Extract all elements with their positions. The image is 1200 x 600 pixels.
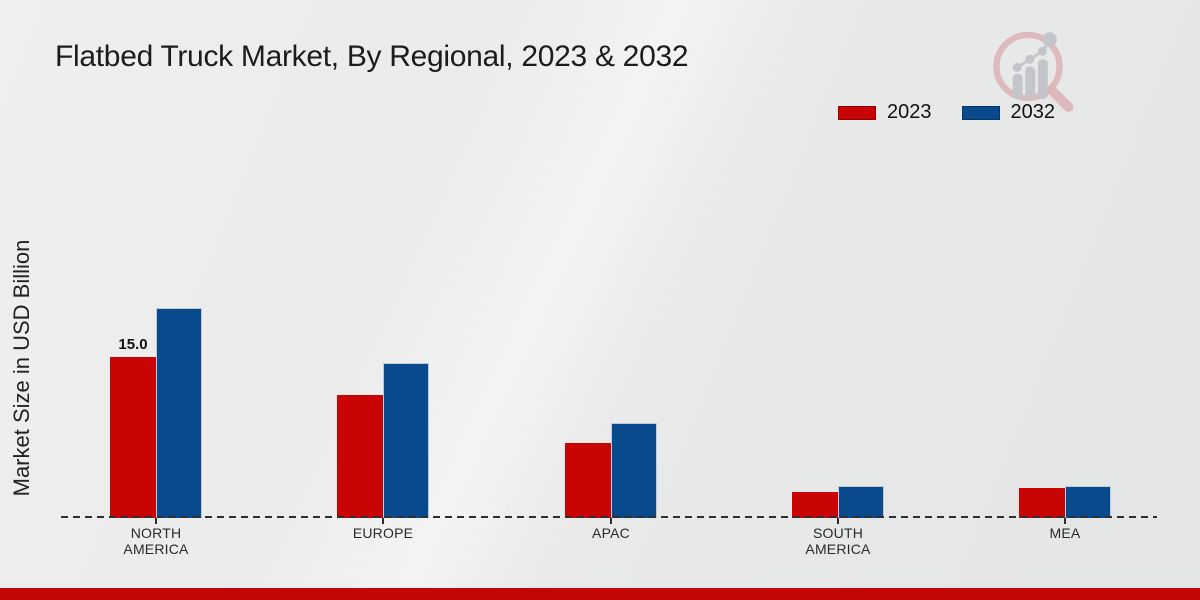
axis-tick-europe xyxy=(382,518,384,524)
value-label-north-america-2023: 15.0 xyxy=(118,335,148,353)
axis-tick-north-america xyxy=(155,518,157,524)
bar-2032-south-america xyxy=(838,486,884,518)
bar-2032-apac xyxy=(611,423,657,518)
x-axis-baseline xyxy=(61,516,1157,518)
axis-tick-mea xyxy=(1064,518,1066,524)
legend-label-2032: 2032 xyxy=(1010,101,1056,123)
axis-tick-south-america xyxy=(837,518,839,524)
category-label-apac: APAC xyxy=(592,525,630,541)
bar-2023-apac xyxy=(565,443,611,518)
category-label-south-america: SOUTH AMERICA xyxy=(805,525,871,557)
legend: 2023 2032 xyxy=(838,101,1055,124)
axis-tick-apac xyxy=(610,518,612,524)
bar-2023-europe xyxy=(337,395,383,518)
legend-swatch-2032 xyxy=(961,105,1000,120)
legend-label-2023: 2023 xyxy=(887,101,932,123)
category-label-europe: EUROPE xyxy=(352,525,414,541)
bar-2023-north-america xyxy=(110,357,156,518)
legend-swatch-2023 xyxy=(838,105,876,120)
footer-accent-bar xyxy=(0,588,1200,600)
legend-item-2032: 2032 xyxy=(961,101,1056,124)
bar-2032-mea xyxy=(1065,486,1111,518)
bar-2023-mea xyxy=(1019,488,1065,518)
magnifier-bar-chart-logo-icon xyxy=(993,31,1074,112)
category-label-north-america: NORTH AMERICA xyxy=(123,525,189,557)
legend-item-2023: 2023 xyxy=(838,101,932,124)
bar-2032-europe xyxy=(383,363,429,518)
bar-2023-south-america xyxy=(792,492,838,518)
page-title: Flatbed Truck Market, By Regional, 2023 … xyxy=(55,40,689,73)
bar-2032-north-america xyxy=(156,308,202,518)
category-label-mea: MEA xyxy=(1049,525,1081,541)
